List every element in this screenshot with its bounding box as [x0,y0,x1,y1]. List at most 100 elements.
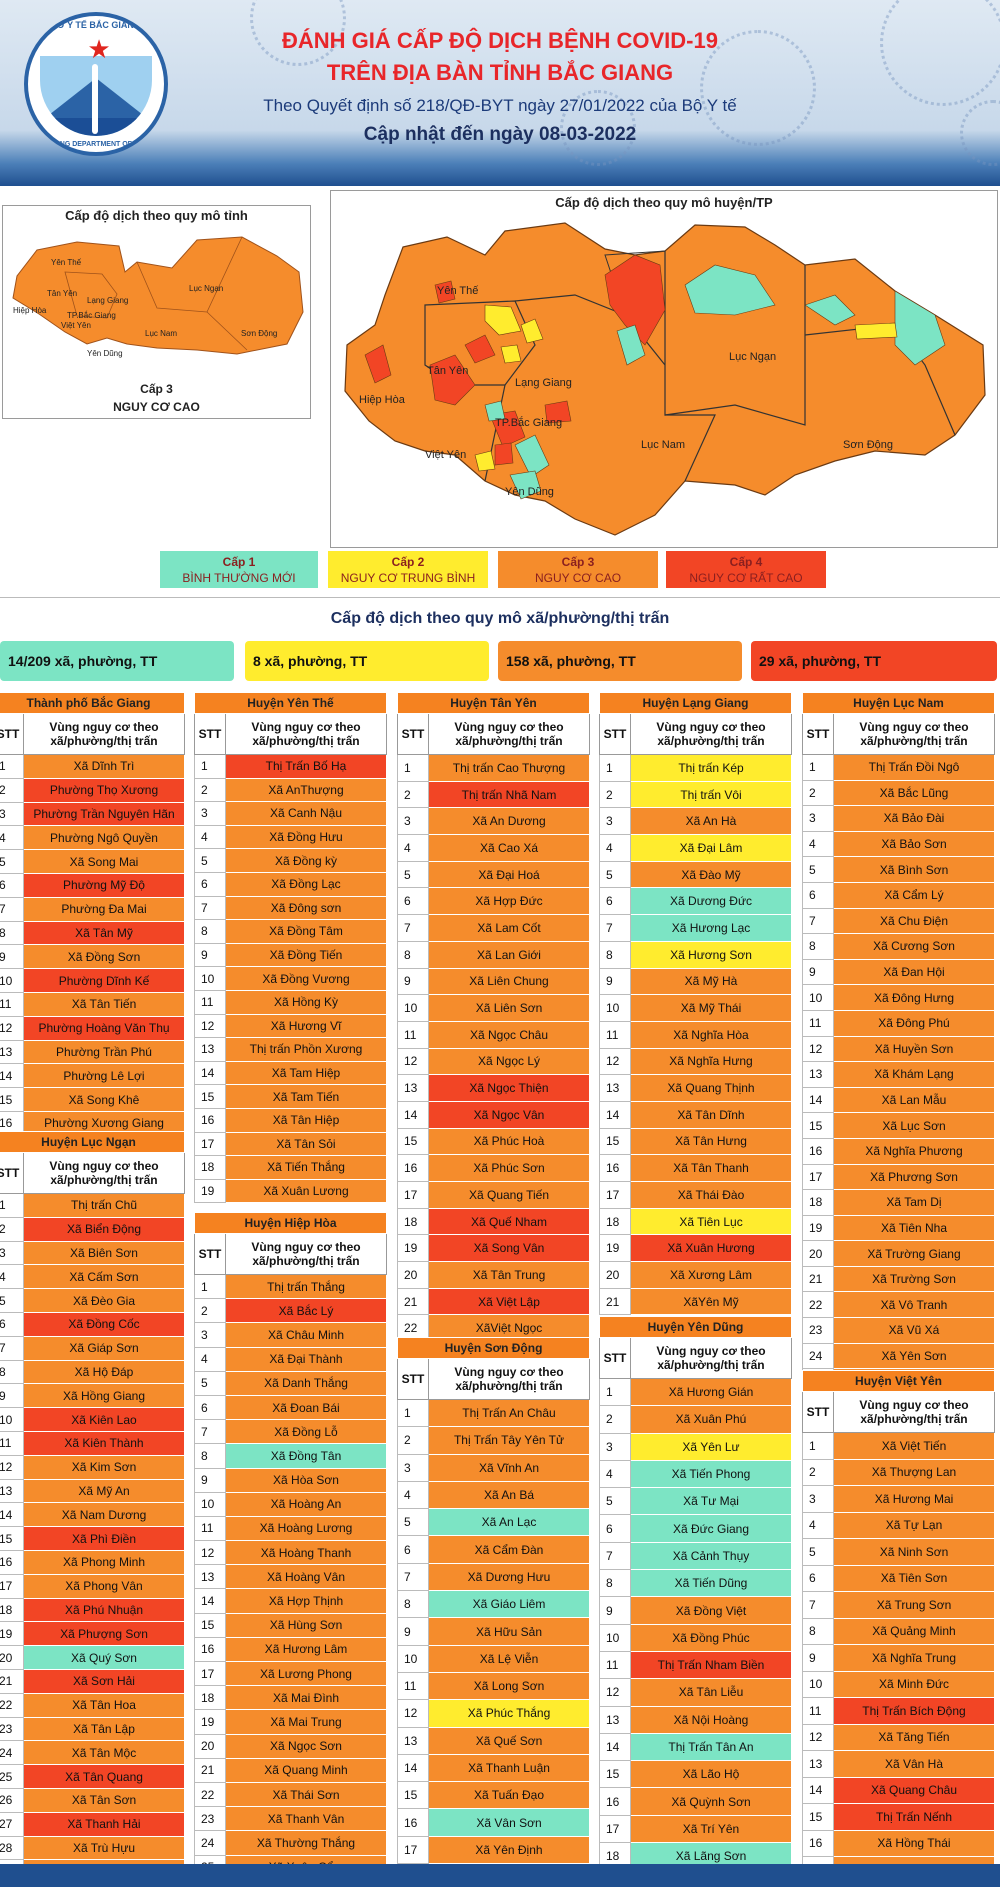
commune-name: Xã Nghĩa Phương [833,1137,995,1165]
table-row: 1 Thị trấn Cao Thượng [397,754,590,782]
table-row: 3 Xã An Hà [599,807,792,836]
table-row: 13 Phường Trần Phú [0,1039,185,1065]
row-number: 15 [397,1781,429,1810]
row-number: 5 [0,1288,24,1313]
table-row: 9 Xã Hòa Sơn [194,1467,387,1493]
table-row: 10 Xã Hoàng An [194,1491,387,1517]
row-number: 16 [397,1808,429,1837]
commune-name: Xã Cảnh Thụy [630,1541,792,1571]
table-row: 5 Xã Danh Thắng [194,1370,387,1396]
commune-name: Xã Tư Mại [630,1487,792,1516]
commune-name: Xã Đào Mỹ [630,860,792,889]
table-row: 7 Phường Đa Mai [0,896,185,922]
table-row: 13 Xã Khám Lạng [802,1061,995,1088]
commune-name: Xã Hương Mai [833,1485,995,1513]
table-row: 7 Xã Đông sơn [194,895,387,921]
table-row: 16 Xã Tân Hiệp [194,1107,387,1133]
row-number: 4 [0,825,24,851]
commune-name: Xã Tự Lạn [833,1511,995,1539]
table-row: 13 Xã Mỹ An [0,1478,185,1504]
row-number: 17 [397,1181,429,1209]
table-row: 14 Xã Hợp Thịnh [194,1588,387,1614]
row-number: 2 [599,780,631,809]
commune-name: Xã Tiên Lục [630,1207,792,1236]
commune-name: Xã Hợp Đức [428,887,590,916]
commune-name: Xã Châu Minh [225,1322,387,1348]
table-row: 19 Xã Xuân Hương [599,1234,792,1263]
legend-level-4-title: Cấp 4 [729,555,763,569]
row-number: 8 [194,919,226,944]
commune-name: Xã Tân Sỏi [225,1131,387,1157]
row-number: 4 [0,1264,24,1290]
row-number: 2 [397,1426,429,1455]
row-number: 8 [802,1617,834,1645]
row-number: 4 [194,1346,226,1372]
row-number: 7 [397,1562,429,1592]
legend-level-3-title: Cấp 3 [561,555,595,569]
row-number: 4 [599,834,631,862]
table-row: 5 Xã Đào Mỹ [599,860,792,889]
table-row: 10 Xã Kiên Lao [0,1407,185,1432]
table-row: 14 Xã Tam Hiệp [194,1060,387,1086]
commune-name: Thị trấn Phồn Xương [225,1037,387,1062]
row-number: 10 [599,994,631,1022]
commune-name: Xã Đồng Lỗ [225,1419,387,1445]
table-row: 9 Xã Hồng Giang [0,1383,185,1409]
province-label-yen-dung: Yên Dũng [87,349,123,358]
district-label-lang-giang: Lạng Giang [515,377,572,389]
row-number: 14 [194,1060,226,1086]
star-icon: ★ [87,34,111,64]
table-row: 11 Xã Long Sơn [397,1671,590,1701]
table-row: 12 Xã Ngọc Lý [397,1047,590,1076]
row-number: 22 [0,1692,24,1718]
row-number: 9 [599,1596,631,1625]
col-area-header: Vùng nguy cơ theo xã/phường/thị trấn [630,713,792,755]
table-row: 15 Xã Tân Hưng [599,1127,792,1156]
table-row: 19 Xã Mai Trung [194,1709,387,1735]
table-row: 16 Xã Tân Thanh [599,1154,792,1182]
row-number: 3 [397,807,429,836]
district-table: Huyện Yên Thế STT Vùng nguy cơ theo xã/phư… [194,692,387,1204]
row-number: 8 [802,933,834,960]
commune-name: Xã Ngọc Sơn [225,1733,387,1759]
table-row: 8 Xã Hộ Đáp [0,1359,185,1385]
commune-name: Xã Lan Giới [428,940,590,969]
table-row: 12 Phường Hoàng Văn Thụ [0,1015,185,1041]
commune-section-title: Cấp độ dịch theo quy mô xã/phường/thị tr… [330,610,670,627]
commune-name: Xã Đông Phú [833,1009,995,1037]
table-row: 20 Xã Tân Trung [397,1261,590,1289]
row-number: 10 [397,994,429,1022]
commune-name: Xã Hồng Giang [23,1383,185,1409]
table-row: 2 Thị Trấn Tây Yên Tử [397,1426,590,1455]
commune-name: Thị trấn Cao Thượng [428,754,590,782]
table-row: 18 Xã Tam Dị [802,1189,995,1216]
commune-name: Phường Hoàng Văn Thụ [23,1015,185,1041]
table-row: 6 Xã Cẩm Đàn [397,1535,590,1564]
table-row: 12 Xã Phúc Thắng [397,1699,590,1728]
table-row: 9 Xã Liên Chung [397,967,590,996]
table-row: 22 Xã Thái Sơn [194,1781,387,1808]
table-row: 3 Xã Canh Nậu [194,801,387,826]
table-row: 16 Xã Phong Minh [0,1549,185,1575]
commune-name: Xã Đồng Hưu [225,824,387,850]
table-row: 4 Xã Đại Thành [194,1346,387,1372]
commune-name: Xã Hương Vĩ [225,1013,387,1039]
table-row: 11 Thị Trấn Nham Biền [599,1650,792,1680]
row-number: 13 [397,1726,429,1755]
row-number: 1 [397,754,429,782]
row-number: 23 [802,1317,834,1344]
row-number: 9 [194,1467,226,1493]
table-row: 5 Xã An Lạc [397,1508,590,1537]
table-row: 6 Xã Cẩm Lý [802,881,995,909]
row-number: 7 [194,895,226,921]
commune-name: Phường Xương Giang [23,1110,185,1136]
table-row: 18 Xã Phú Nhuận [0,1597,185,1623]
row-number: 15 [194,1612,226,1638]
district-label-tp-bac-giang: TP.Bắc Giang [495,417,563,429]
commune-name: Xã Biển Động [23,1216,185,1242]
row-number: 14 [802,1776,834,1804]
table-row: 19 Xã Song Vân [397,1234,590,1263]
table-row: 1 Xã Dĩnh Trì [0,754,185,779]
row-number: 19 [397,1234,429,1263]
commune-name: Xã Phúc Thắng [428,1699,590,1728]
